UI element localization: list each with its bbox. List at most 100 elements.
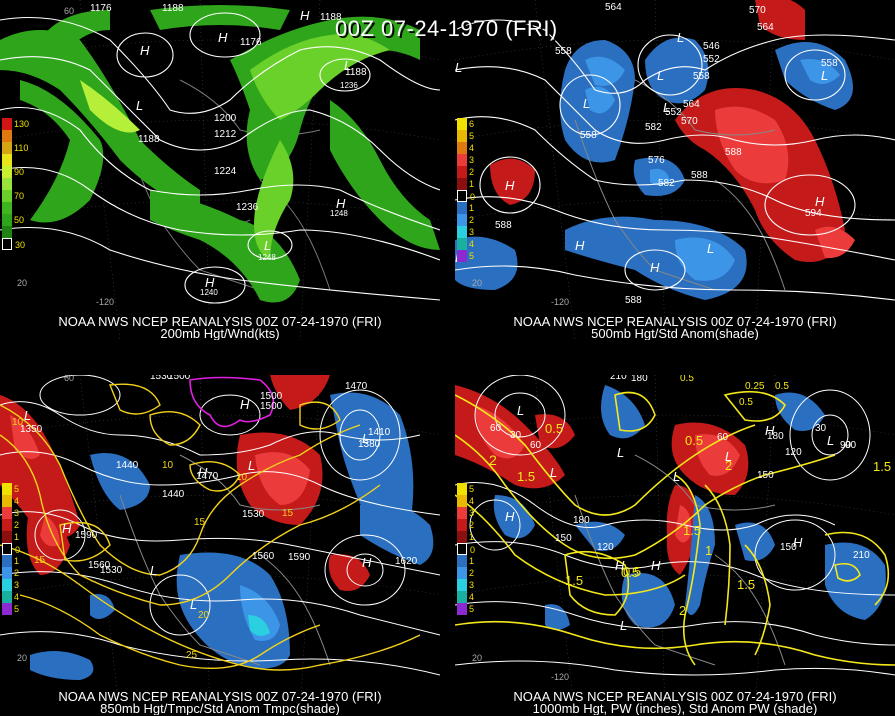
high-marker: H [650, 260, 660, 275]
contour-label: 552 [703, 54, 720, 65]
low-marker: L [673, 469, 680, 484]
lat-label: 20 [17, 653, 27, 663]
contour-label: 1236 [340, 81, 358, 90]
low-marker: L [264, 238, 271, 253]
high-marker: H [198, 465, 208, 480]
pw-label: 0.5 [685, 433, 703, 448]
low-marker: L [827, 433, 834, 448]
panel-caption-variable: 500mb Hgt/Std Anom(shade) [591, 326, 759, 341]
contour-label: 1350 [20, 424, 43, 435]
panel-caption-variable: 200mb Hgt/Wnd(kts) [160, 326, 280, 341]
high-marker: H [140, 43, 150, 58]
contour-label: 1620 [395, 556, 418, 567]
temp-label: 10 [12, 417, 24, 428]
contour-label: 180 [573, 515, 590, 526]
coastlines [574, 79, 786, 291]
contour-label: 90 [845, 440, 857, 451]
coastlines [574, 454, 786, 666]
contour-label: 582 [658, 178, 675, 189]
contour-label: 150 [555, 533, 572, 544]
panel-caption-source: NOAA NWS NCEP REANALYSIS 00Z 07-24-1970 … [58, 689, 382, 704]
pw-label: 1.5 [873, 459, 891, 474]
contour-label: 588 [625, 295, 642, 306]
pw-contours [455, 390, 895, 666]
pw-label: 2 [725, 458, 732, 473]
contour-label: 1410 [368, 427, 391, 438]
contour-label: 588 [691, 170, 708, 181]
lat-label: 60 [64, 375, 74, 383]
contour-label: 1224 [214, 166, 237, 177]
temp-label: 15 [282, 508, 294, 519]
contour-label: 1200 [214, 113, 237, 124]
low-marker: L [136, 98, 143, 113]
contour-label: 1470 [345, 381, 368, 392]
anomaly-legend: 6 5 4 3 2 1 0 1 2 3 4 5 [457, 118, 475, 262]
contour-label: 1590 [75, 530, 98, 541]
contour-label: 180 [767, 431, 784, 442]
pw-label: 0.5 [545, 421, 563, 436]
contour-label: 1530 [100, 565, 123, 576]
low-marker: L [248, 458, 255, 473]
contour-label: 1470 [196, 471, 219, 482]
temp-label: 10 [162, 460, 174, 471]
contour-label: 120 [597, 542, 614, 553]
map-200mb: 1176 1188 1188 1176 1200 1212 1224 1236 … [0, 0, 440, 340]
low-marker: L [344, 58, 351, 73]
low-marker: L [455, 60, 462, 75]
contour-labels-500: 564 570 558 558 564 558 552 546 564 570 … [495, 2, 838, 306]
lon-label: -120 [551, 672, 569, 682]
pw-label: 2 [679, 603, 686, 618]
high-marker: H [240, 397, 250, 412]
contour-label: 1176 [90, 3, 112, 14]
contour-label: 150 [757, 470, 774, 481]
contour-label: 564 [757, 22, 774, 33]
high-marker: H [575, 238, 585, 253]
contour-label: 1440 [162, 489, 185, 500]
contour-label: 558 [555, 46, 572, 57]
temp-label: 25 [186, 650, 198, 661]
contour-label: 60 [530, 440, 542, 451]
panel-caption-variable: 850mb Hgt/Tmpc/Std Anom Tmpc(shade) [100, 701, 340, 716]
low-marker: L [617, 445, 624, 460]
anomaly-legend: 5 4 3 2 1 0 1 2 3 4 5 [2, 483, 20, 615]
contour-label: 1188 [345, 67, 367, 78]
low-marker: L [620, 618, 627, 633]
low-marker: L [821, 68, 828, 83]
main-title: 00Z 07-24-1970 (FRI) [335, 16, 558, 41]
high-marker: H [793, 535, 803, 550]
contour-label: 30 [815, 423, 827, 434]
contour-label: 1236 [236, 202, 259, 213]
contour-label: 582 [645, 122, 662, 133]
panel-caption-source: NOAA NWS NCEP REANALYSIS 00Z 07-24-1970 … [513, 689, 837, 704]
low-marker: L [583, 96, 590, 111]
temp-label: 15 [34, 555, 46, 566]
contour-label: 1530 [242, 509, 265, 520]
high-marker: H [362, 555, 372, 570]
pw-label: 1.5 [683, 523, 701, 538]
lat-labels: -120 20 [472, 278, 569, 307]
temp-label: 20 [198, 610, 210, 621]
contour-label: 576 [648, 155, 665, 166]
pw-label: 0.25 [745, 381, 765, 392]
panel-caption-variable: 1000mb Hgt, PW (inches), Std Anom PW (sh… [532, 701, 818, 716]
contour-label: 1248 [330, 209, 348, 218]
low-marker: L [362, 431, 369, 446]
high-marker: H [62, 521, 72, 536]
height-contours [455, 375, 895, 676]
lat-labels: 60 20 [17, 375, 74, 663]
contour-label: 1380 [358, 439, 381, 450]
high-marker: H [815, 194, 825, 209]
contour-label: 210 [853, 550, 870, 561]
contour-label: 1188 [138, 134, 160, 145]
contour-label: 30 [510, 430, 522, 441]
contour-label: 546 [703, 41, 720, 52]
lat-label: 60 [64, 6, 74, 16]
lat-label: 20 [472, 653, 482, 663]
pressure-centers-1000: L L L L H H L L H H H L [505, 403, 834, 633]
contour-label: 90 [840, 440, 852, 451]
pressure-centers-200: H H H L L H H L [136, 8, 351, 290]
temp-label: 15 [194, 517, 206, 528]
contour-label: 558 [693, 71, 710, 82]
lat-label: 20 [17, 278, 27, 288]
high-marker: H [615, 558, 625, 573]
